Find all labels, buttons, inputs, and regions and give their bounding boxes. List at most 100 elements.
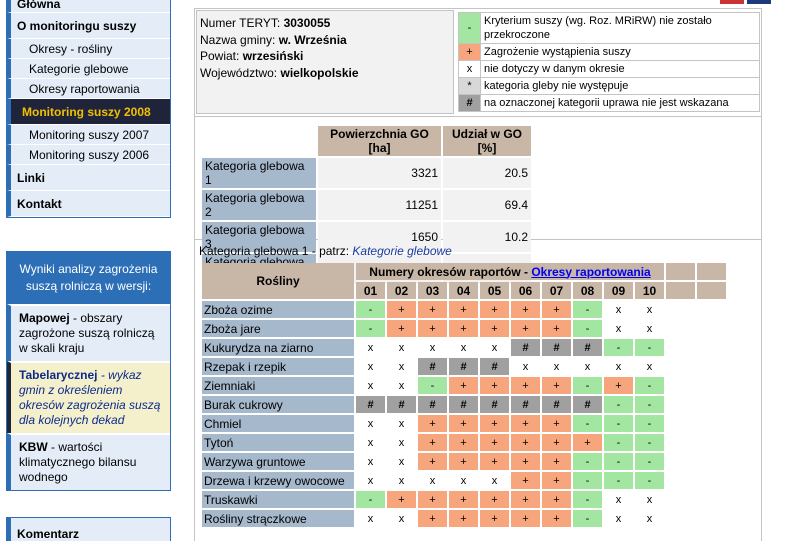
flag-pl-icon[interactable]: [720, 0, 744, 4]
drought-cell: -: [604, 339, 633, 356]
grid-header-row: Rośliny Numery okresów raportów - Okresy…: [202, 263, 726, 299]
drought-cell: x: [418, 472, 447, 489]
nav-item-okresy-raportowania[interactable]: Okresy raportowania: [7, 79, 170, 99]
period-number: 05: [480, 282, 509, 299]
drought-cell: x: [573, 358, 602, 375]
drought-cell: +: [542, 320, 571, 337]
drought-cell: -: [418, 377, 447, 394]
drought-cell: +: [573, 434, 602, 451]
version-tabelaryczna-desc: - wykaz gmin z określeniem okresów zagro…: [19, 368, 161, 427]
soil-categories-link[interactable]: Kategorie glebowe: [352, 244, 452, 258]
version-mapowa-title[interactable]: Mapowej: [19, 311, 70, 325]
nav-item-monitoring-2007[interactable]: Monitoring suszy 2007: [7, 125, 170, 145]
category-title: Kategoria glebowa 1 - patrz: Kategorie g…: [199, 244, 452, 258]
table-row: Burak cukrowy # # # # # # # # - -: [202, 396, 726, 413]
drought-cell: x: [356, 415, 385, 432]
drought-cell: -: [573, 415, 602, 432]
teryt-label: Numer TERYT:: [200, 16, 284, 30]
legend-text: Kryterium suszy (wg. Roz. MRiRW) nie zos…: [480, 12, 760, 44]
table-row: Ziemniaki x x - + + + + - + -: [202, 377, 726, 394]
crop-name: Kukurydza na ziarno: [202, 339, 354, 356]
drought-cell: +: [449, 415, 478, 432]
drought-cell: x: [356, 434, 385, 451]
nav-item-monitoring-2008[interactable]: Monitoring suszy 2008: [7, 99, 170, 125]
crop-name: Rośliny strączkowe: [202, 510, 354, 527]
teryt-row: Numer TERYT: 3030055: [200, 15, 450, 32]
nav-item-kategorie-glebowe[interactable]: Kategorie glebowe: [7, 59, 170, 79]
drought-cell: #: [356, 396, 385, 413]
drought-cell: +: [449, 320, 478, 337]
empty-header: [697, 263, 726, 280]
crop-name: Drzewa i krzewy owocowe: [202, 472, 354, 489]
drought-cell: +: [418, 320, 447, 337]
drought-cell: x: [387, 472, 416, 489]
legend-symbol: x: [458, 60, 481, 78]
version-kbw-desc: - wartości klimatycznego bilansu wodnego: [19, 440, 137, 484]
sidebar-nav: Główna O monitoringu suszy Okresy - rośl…: [6, 0, 171, 218]
nav-item-linki[interactable]: Linki: [7, 165, 170, 191]
legend-text: Zagrożenie wystąpienia suszy: [480, 43, 760, 61]
period-number: 10: [635, 282, 664, 299]
drought-cell: x: [635, 301, 664, 318]
legend-symbol: *: [458, 77, 481, 95]
legend-text: na oznaczonej kategorii uprawa nie jest …: [480, 94, 760, 112]
nav-item-monitoring-2006[interactable]: Monitoring suszy 2006: [7, 145, 170, 165]
municipality-details: Numer TERYT: 3030055 Nazwa gminy: w. Wrz…: [196, 10, 454, 114]
nav-item-monitoring-2008-label: Monitoring suszy 2008: [22, 105, 151, 119]
drought-cell: +: [480, 434, 509, 451]
soil-area-ha: 3321: [318, 158, 441, 188]
drought-cell: #: [542, 339, 571, 356]
nav-item-okresy-rosliny[interactable]: Okresy - rośliny: [7, 39, 170, 59]
nav-item-o-monitoringu[interactable]: O monitoringu suszy: [7, 13, 170, 39]
col-powierzchnia: Powierzchnia GO [ha]: [318, 126, 441, 156]
nav-item-glowna[interactable]: Główna: [7, 0, 170, 13]
drought-cell: +: [418, 434, 447, 451]
soil-category-label: Kategoria glebowa 1: [202, 158, 316, 188]
language-flags[interactable]: [720, 0, 776, 4]
version-kbw-title[interactable]: KBW: [19, 440, 48, 454]
period-number: 03: [418, 282, 447, 299]
flag-en-icon[interactable]: [747, 0, 771, 4]
drought-cell: -: [604, 396, 633, 413]
drought-cell: x: [356, 510, 385, 527]
drought-cell: x: [635, 358, 664, 375]
powiat-label: Powiat:: [200, 49, 243, 63]
soil-area-ha: 11251: [318, 190, 441, 220]
drought-cell: +: [387, 491, 416, 508]
legend-symbol: #: [458, 94, 481, 112]
version-mapowa[interactable]: Mapowej - obszary zagrożone suszą rolnic…: [7, 304, 170, 361]
legend-row: x nie dotyczy w danym okresie: [458, 60, 760, 78]
soil-area-pct: 69.4: [443, 190, 531, 220]
drought-cell: #: [573, 339, 602, 356]
wojewodztwo-row: Województwo: wielkopolskie: [200, 65, 450, 82]
results-version-box: Wyniki analizy zagrożenia suszą rolniczą…: [6, 251, 171, 491]
crop-name: Burak cukrowy: [202, 396, 354, 413]
reporting-periods-link[interactable]: Okresy raportowania: [531, 264, 651, 279]
nav-item-kontakt[interactable]: Kontakt: [7, 191, 170, 217]
drought-cell: x: [542, 358, 571, 375]
drought-cell: x: [604, 320, 633, 337]
drought-cell: +: [480, 453, 509, 470]
table-row: Chmiel x x + + + + + - - -: [202, 415, 726, 432]
teryt-value: 3030055: [283, 16, 331, 30]
drought-cell: x: [449, 472, 478, 489]
drought-cell: -: [635, 396, 664, 413]
table-row: Rzepak i rzepik x x # # # x x x x x: [202, 358, 726, 375]
period-number: [666, 282, 695, 299]
drought-cell: -: [604, 415, 633, 432]
drought-cell: x: [356, 453, 385, 470]
drought-cell: +: [480, 415, 509, 432]
drought-cell: +: [418, 491, 447, 508]
wojewodztwo-value: wielkopolskie: [280, 65, 359, 80]
drought-cell: +: [542, 491, 571, 508]
crops-header: Rośliny: [202, 263, 354, 299]
legend-text: kategoria gleby nie występuje: [480, 77, 760, 95]
version-tabelaryczna-title[interactable]: Tabelarycznej: [19, 368, 98, 382]
drought-cell: +: [418, 301, 447, 318]
drought-cell: +: [511, 472, 540, 489]
version-tabelaryczna[interactable]: Tabelarycznej - wykaz gmin z określeniem…: [7, 361, 170, 433]
version-kbw[interactable]: KBW - wartości klimatycznego bilansu wod…: [7, 433, 170, 490]
nav-item-komentarz[interactable]: Komentarz: [7, 518, 170, 541]
periods-header: Numery okresów raportów - Okresy raporto…: [356, 263, 664, 280]
period-numbers-row: 01 02 03 04 05 06 07 08 09 10: [202, 282, 726, 299]
